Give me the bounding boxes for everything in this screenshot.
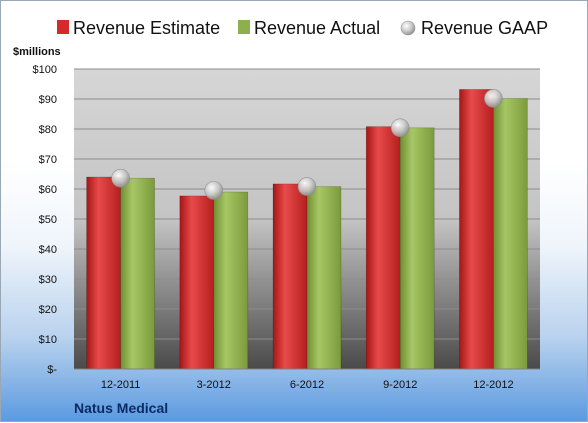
- legend-label-revenue-estimate: Revenue Estimate: [73, 18, 220, 38]
- marker-revenue-gaap: [297, 177, 317, 196]
- company-name: Natus Medical: [74, 400, 168, 416]
- x-axis-ticks: 12-2011 3-2012 6-2012 9-2012 12-2012: [101, 379, 514, 391]
- x-tick-label: 12-2012: [473, 379, 513, 391]
- bar-revenue-actual: [120, 177, 155, 370]
- bar-revenue-estimate: [459, 89, 494, 370]
- legend-label-revenue-actual: Revenue Actual: [254, 18, 380, 38]
- x-tick-label: 12-2011: [101, 379, 141, 391]
- legend-label-revenue-gaap: Revenue GAAP: [421, 18, 548, 38]
- marker-revenue-gaap: [204, 181, 224, 200]
- y-tick-label: $80: [39, 124, 57, 136]
- y-tick-label: $90: [39, 94, 57, 106]
- bar-revenue-actual: [306, 186, 342, 370]
- bar-revenue-estimate: [86, 176, 121, 370]
- y-tick-label: $40: [39, 244, 57, 256]
- marker-revenue-gaap: [390, 118, 410, 138]
- bar-revenue-estimate: [179, 195, 215, 370]
- y-tick-label: $100: [33, 64, 57, 76]
- legend-swatch-revenue-actual: [238, 20, 250, 34]
- legend: Revenue Estimate Revenue Actual Revenue …: [57, 18, 548, 38]
- y-tick-label: $60: [39, 184, 57, 196]
- marker-revenue-gaap: [484, 89, 503, 108]
- y-tick-label: $30: [39, 274, 57, 286]
- legend-swatch-revenue-estimate: [57, 20, 69, 34]
- bar-revenue-estimate: [365, 126, 401, 370]
- bar-revenue-actual: [399, 127, 435, 370]
- bar-revenue-actual: [493, 98, 528, 370]
- bar-revenue-actual: [213, 191, 249, 370]
- y-tick-label: $10: [39, 334, 57, 346]
- y-tick-label: $-: [47, 364, 57, 376]
- y-axis-ticks: $- $10 $20 $30 $40 $50 $60 $70 $80 $90 $100: [33, 64, 58, 376]
- marker-revenue-gaap: [111, 168, 130, 188]
- bar-revenue-estimate: [272, 183, 308, 370]
- x-tick-label: 9-2012: [383, 379, 417, 391]
- x-tick-label: 6-2012: [290, 379, 324, 391]
- y-tick-label: $20: [39, 304, 57, 316]
- y-tick-label: $70: [39, 154, 57, 166]
- x-tick-label: 3-2012: [197, 379, 231, 391]
- y-tick-label: $50: [39, 214, 57, 226]
- bars: [86, 89, 528, 370]
- gaap-markers: [111, 89, 503, 200]
- y-axis-label: $millions: [13, 46, 61, 58]
- legend-swatch-revenue-gaap: [400, 20, 416, 36]
